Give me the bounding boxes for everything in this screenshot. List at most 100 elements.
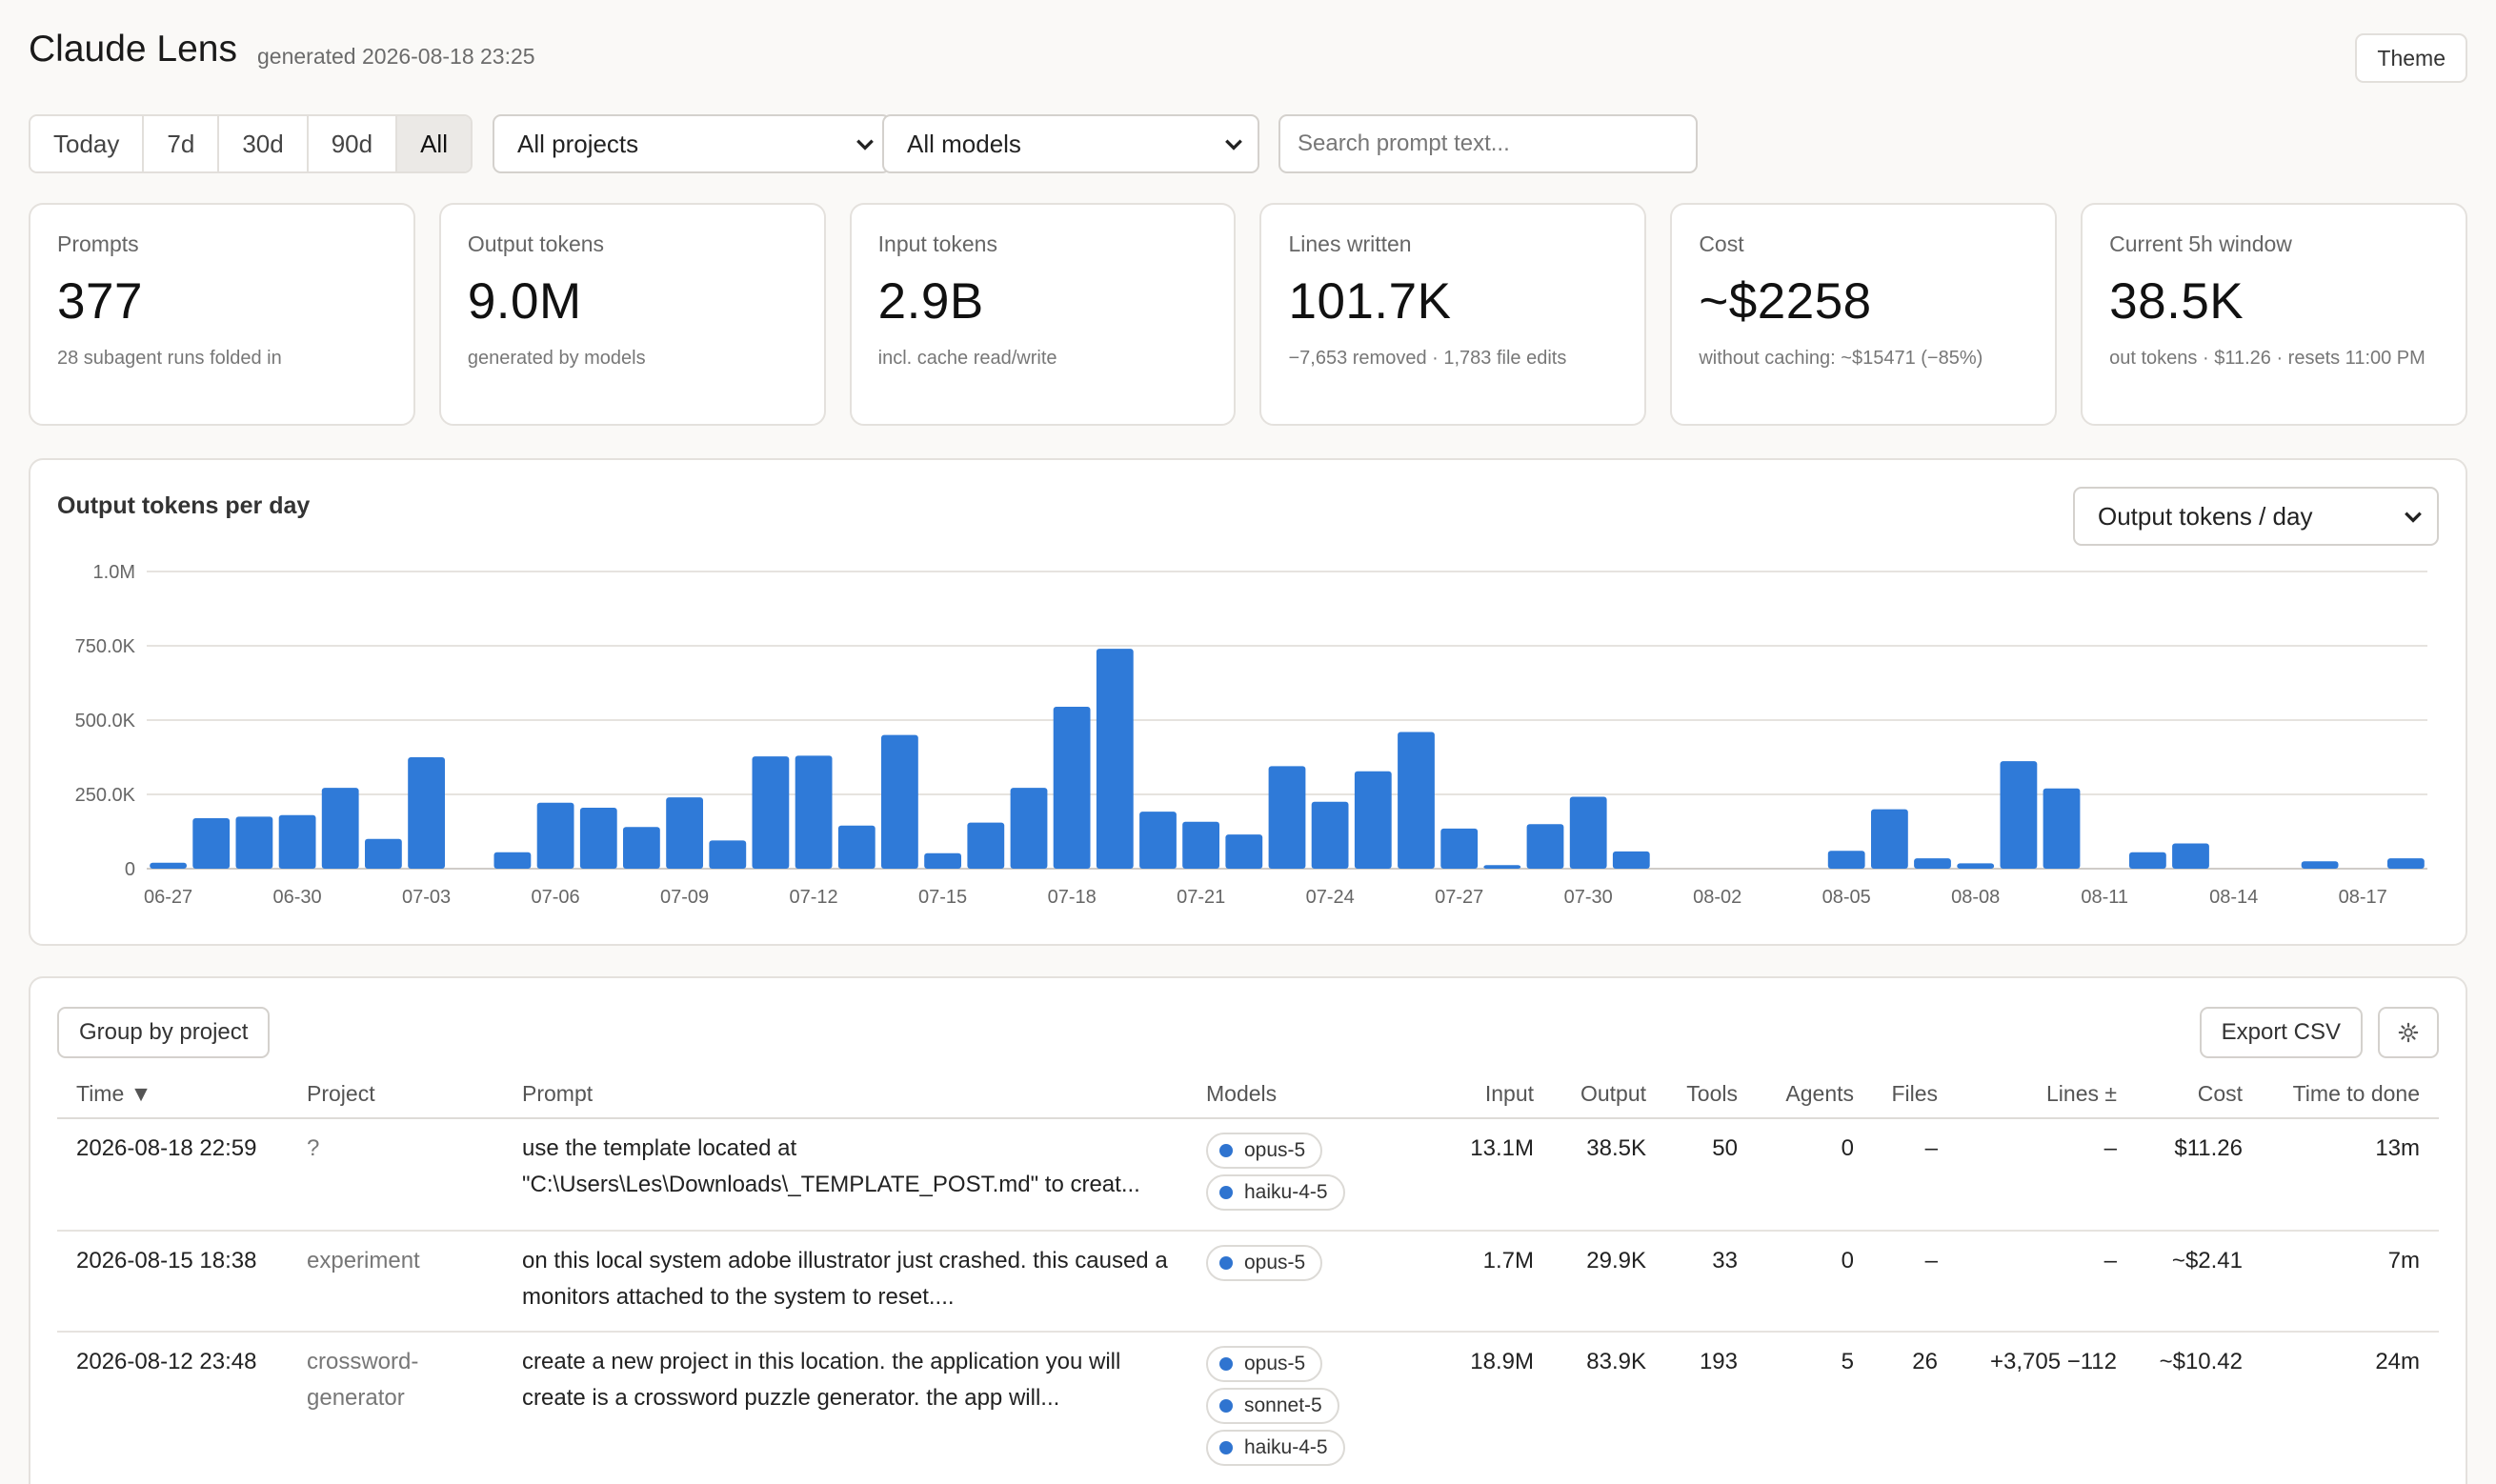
col-models[interactable]: Models [1206, 1081, 1278, 1106]
bar-07-27[interactable] [1440, 828, 1479, 869]
range-30d-button[interactable]: 30d [219, 116, 309, 171]
bar-07-24[interactable] [1311, 801, 1349, 869]
bar-07-23[interactable] [1268, 766, 1306, 869]
card-sub: 28 subagent runs folded in [57, 348, 282, 369]
table-row[interactable]: 2026-08-18 22:59 ? use the template loca… [57, 1119, 2439, 1232]
x-tick-label: 07-30 [1564, 887, 1613, 908]
row-time: 2026-08-15 18:38 [76, 1248, 257, 1273]
bar-08-07[interactable] [1914, 858, 1951, 869]
export-csv-button[interactable]: Export CSV [2199, 1007, 2363, 1058]
model-pill: opus-5 [1206, 1133, 1323, 1169]
bar-08-08[interactable] [1957, 863, 1995, 869]
model-dot-icon [1219, 1399, 1233, 1413]
row-files: 26 [1912, 1349, 1938, 1374]
row-time: 2026-08-18 22:59 [76, 1135, 257, 1161]
chevron-down-icon [2405, 511, 2422, 523]
bar-06-27[interactable] [150, 862, 187, 869]
search-input[interactable] [1278, 114, 1698, 173]
bar-07-22[interactable] [1225, 834, 1263, 869]
bar-07-05[interactable] [493, 852, 532, 869]
bar-07-25[interactable] [1354, 771, 1392, 869]
theme-button[interactable]: Theme [2355, 33, 2467, 83]
bar-07-13[interactable] [837, 825, 876, 869]
bar-06-29[interactable] [235, 816, 273, 869]
bar-07-03[interactable] [408, 757, 445, 869]
bar-07-30[interactable] [1569, 796, 1607, 870]
header: Claude Lens generated 2026-08-18 23:25 T… [29, 29, 2467, 86]
row-agents: 0 [1841, 1248, 1854, 1273]
group-by-project-button[interactable]: Group by project [57, 1007, 271, 1058]
row-tools: 193 [1699, 1349, 1738, 1374]
y-tick-label: 250.0K [75, 785, 136, 806]
settings-button[interactable] [2378, 1007, 2439, 1058]
col-input[interactable]: Input [1484, 1081, 1534, 1106]
card-lines-written: Lines written 101.7K −7,653 removed · 1,… [1259, 203, 1647, 426]
prompts-table-panel: Group by project Export CSV Time ▼ Proje… [29, 976, 2467, 1484]
x-tick-label: 08-05 [1822, 887, 1871, 908]
bar-07-28[interactable] [1483, 865, 1521, 869]
bar-07-01[interactable] [321, 788, 359, 869]
range-7d-button[interactable]: 7d [144, 116, 220, 171]
bar-08-09[interactable] [2000, 761, 2038, 869]
range-90d-button[interactable]: 90d [308, 116, 398, 171]
bar-07-18[interactable] [1053, 707, 1091, 869]
bar-07-07[interactable] [579, 808, 617, 869]
row-project: experiment [307, 1248, 420, 1273]
col-tools[interactable]: Tools [1686, 1081, 1738, 1106]
bar-07-29[interactable] [1526, 824, 1564, 869]
model-name: haiku-4-5 [1244, 1436, 1328, 1458]
bar-07-15[interactable] [924, 852, 961, 869]
range-all-button[interactable]: All [397, 116, 471, 171]
table-row[interactable]: 2026-08-12 23:48 crossword-generator cre… [57, 1333, 2439, 1484]
card-value: 377 [57, 273, 143, 330]
bar-07-19[interactable] [1096, 649, 1134, 869]
bar-06-30[interactable] [278, 814, 316, 869]
bar-07-08[interactable] [623, 827, 660, 869]
bar-07-14[interactable] [881, 734, 918, 869]
col-files[interactable]: Files [1891, 1081, 1938, 1106]
col-time-to-done[interactable]: Time to done [2292, 1081, 2420, 1106]
card-current-window: Current 5h window 38.5K out tokens · $11… [2081, 203, 2467, 426]
bar-08-18[interactable] [2387, 858, 2425, 869]
bar-07-17[interactable] [1010, 788, 1048, 869]
x-tick-label: 08-02 [1693, 887, 1741, 908]
col-output[interactable]: Output [1580, 1081, 1646, 1106]
col-prompt[interactable]: Prompt [522, 1081, 594, 1106]
bar-07-10[interactable] [709, 840, 747, 869]
project-select[interactable]: All projects [493, 114, 891, 173]
metric-select[interactable]: Output tokens / day [2073, 487, 2439, 546]
range-today-button[interactable]: Today [30, 116, 145, 171]
col-lines[interactable]: Lines ± [2046, 1081, 2117, 1106]
col-project[interactable]: Project [307, 1081, 375, 1106]
row-output: 38.5K [1586, 1135, 1646, 1161]
bar-07-21[interactable] [1182, 821, 1219, 869]
bar-08-05[interactable] [1827, 851, 1865, 869]
bar-08-12[interactable] [2129, 852, 2166, 869]
card-sub: without caching: ~$15471 (−85%) [1699, 348, 1983, 369]
model-dot-icon [1219, 1186, 1233, 1199]
model-pill: haiku-4-5 [1206, 1174, 1345, 1211]
bar-08-16[interactable] [2301, 861, 2339, 869]
model-select[interactable]: All models [882, 114, 1259, 173]
bar-08-10[interactable] [2043, 788, 2081, 869]
bar-07-12[interactable] [795, 755, 833, 869]
bar-07-06[interactable] [536, 802, 574, 869]
bar-08-06[interactable] [1871, 809, 1908, 869]
row-time: 2026-08-12 23:48 [76, 1349, 257, 1374]
bar-07-09[interactable] [666, 797, 703, 869]
col-agents[interactable]: Agents [1785, 1081, 1854, 1106]
model-pill: opus-5 [1206, 1346, 1323, 1382]
bar-08-13[interactable] [2172, 843, 2209, 870]
col-cost[interactable]: Cost [2197, 1081, 2243, 1106]
bar-07-26[interactable] [1398, 732, 1435, 870]
bar-07-16[interactable] [967, 822, 1005, 869]
bar-07-02[interactable] [365, 838, 402, 869]
table-row[interactable]: 2026-08-15 18:38 experiment on this loca… [57, 1232, 2439, 1333]
bar-07-31[interactable] [1612, 851, 1650, 869]
row-prompt: use the template located at "C:\Users\Le… [522, 1135, 1140, 1197]
bar-07-20[interactable] [1139, 812, 1177, 869]
bar-06-28[interactable] [192, 818, 231, 869]
bar-07-11[interactable] [752, 756, 790, 869]
card-sub: generated by models [467, 348, 646, 369]
col-time[interactable]: Time ▼ [76, 1081, 152, 1106]
